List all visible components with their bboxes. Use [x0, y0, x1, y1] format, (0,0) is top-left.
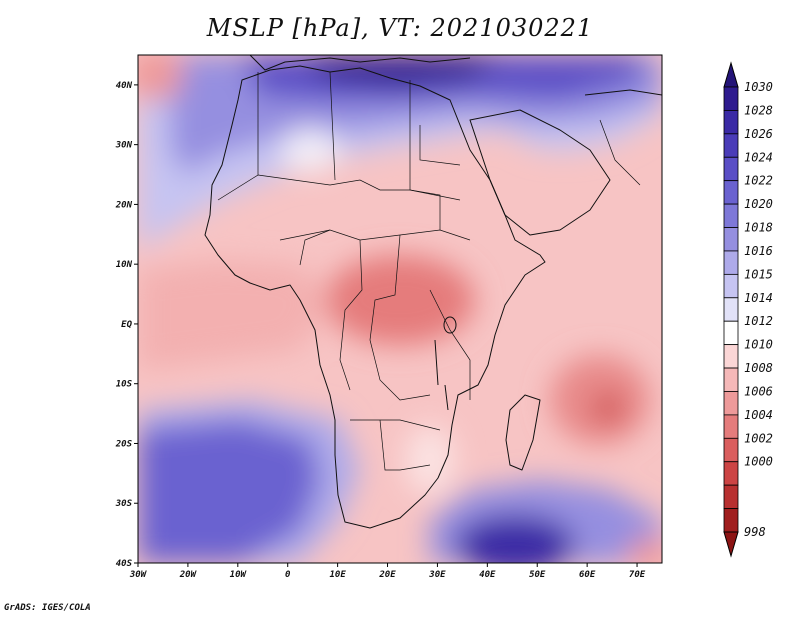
colorbar-swatch: [723, 110, 739, 135]
colorbar-swatch: [723, 320, 739, 346]
colorbar-swatch: [723, 227, 739, 252]
sahara-weak-high: [280, 128, 340, 172]
atlantic-low: [138, 55, 183, 101]
colorbar-swatch: [723, 367, 739, 392]
colorbar-label: 1028: [744, 103, 773, 117]
colorbar-swatch: [723, 391, 739, 416]
lake-malawi: [444, 384, 449, 411]
colorbar-label: 1022: [744, 174, 773, 188]
border-segment: [599, 119, 641, 186]
x-tick-label: 50E: [529, 570, 546, 580]
colorbar-swatch: [723, 180, 739, 205]
y-tick-label: 30N: [115, 141, 133, 151]
colorbar-label: 1020: [744, 197, 773, 211]
border-segment: [279, 229, 471, 241]
colorbar-label: 1026: [744, 127, 773, 141]
x-tick-label: 40E: [479, 570, 496, 580]
colorbar: 1030 1028 1026 1024 1022 1020 1018 1016 1015 1014…: [723, 61, 773, 558]
southeast-corner-low: [630, 540, 662, 563]
grads-credit: GrADS: IGES/COLA: [4, 603, 91, 613]
colorbar-top-arrow: [723, 61, 739, 88]
colorbar-label: 1018: [744, 221, 773, 235]
y-tick-label: 40S: [116, 559, 133, 569]
country-borders: [217, 71, 641, 471]
madagascar-coastline: [505, 394, 541, 471]
mediterranean-core: [300, 55, 500, 88]
colorbar-label: 1010: [744, 338, 773, 352]
x-tick-label: 70E: [629, 570, 646, 580]
y-tick-label: EQ: [121, 320, 132, 330]
colorbar-swatch: [723, 437, 739, 463]
border-segment: [339, 239, 363, 391]
x-tick-label: 20W: [179, 570, 198, 580]
central-africa-low: [325, 255, 475, 345]
colorbar-label: 1030: [744, 80, 773, 94]
colorbar-swatch: [723, 203, 739, 228]
y-tick-label: 20S: [115, 439, 133, 449]
south-atlantic-high-core: [138, 420, 320, 563]
lake-tanganyika: [434, 339, 439, 386]
border-segment: [350, 419, 441, 431]
y-tick-label: 10N: [116, 260, 133, 270]
border-segment: [409, 80, 441, 230]
lakes: [434, 316, 457, 411]
colorbar-swatch: [723, 344, 739, 369]
colorbar-label: 1004: [744, 408, 773, 422]
border-segment: [419, 125, 461, 166]
africa-coastline: [204, 65, 546, 529]
asia-coastline: [584, 89, 662, 96]
arabia-coastline: [469, 109, 611, 236]
colorbar-label: 1006: [744, 384, 773, 398]
x-tick-label: 60E: [579, 570, 596, 580]
y-tick-label: 40N: [116, 81, 133, 91]
border-segment: [429, 289, 471, 400]
map-title: MSLP [hPa], VT: 2021030221: [206, 14, 594, 42]
colorbar-label: 1002: [744, 431, 773, 445]
colorbar-label: 1014: [744, 291, 773, 305]
x-tick-label: 10E: [329, 570, 346, 580]
map-frame: [137, 54, 663, 564]
x-tick-label: 30E: [428, 570, 446, 580]
border-segment: [379, 419, 431, 471]
colorbar-bottom-arrow: [723, 531, 739, 558]
europe-coastline: [249, 55, 471, 71]
border-segment: [329, 71, 336, 181]
colorbar-swatch: [723, 133, 739, 158]
colorbar-swatch: [723, 508, 739, 533]
colorbar-swatch: [723, 414, 739, 439]
pressure-field: [138, 55, 662, 563]
colorbar-label: 1000: [744, 455, 773, 469]
colorbar-swatch: [723, 156, 739, 182]
colorbar-label: 1024: [744, 150, 773, 164]
x-tick-label: 0: [285, 570, 291, 580]
colorbar-label: 1008: [744, 361, 773, 375]
colorbar-swatch: [723, 250, 739, 275]
border-segment: [369, 234, 431, 401]
colorbar-label: 1015: [744, 267, 773, 281]
y-tick-label: 30S: [115, 499, 133, 509]
coastlines: [204, 55, 662, 529]
colorbar-label: 1016: [744, 244, 773, 258]
mascarene-low-core: [594, 394, 622, 422]
colorbar-label: 998: [744, 525, 766, 539]
colorbar-swatch: [723, 86, 739, 111]
y-tick-label: 20N: [115, 200, 133, 210]
colorbar-swatch: [723, 461, 739, 486]
indian-ocean-high-core: [455, 515, 575, 563]
x-tick-label: 10W: [230, 570, 248, 580]
y-axis-ticks: 40N 30N 20N 10N EQ 10S 20S 30S 40S: [115, 81, 138, 569]
lake-victoria: [443, 316, 457, 334]
southern-africa-band: [405, 425, 455, 495]
colorbar-swatch: [723, 484, 739, 509]
border-segment: [299, 229, 331, 266]
x-tick-label: 30W: [129, 570, 148, 580]
x-axis-ticks: 30W 20W 10W 0 10E 20E 30E 40E 50E 60E 70E: [129, 563, 646, 580]
colorbar-label: 1012: [744, 314, 773, 328]
x-tick-label: 20E: [378, 570, 396, 580]
colorbar-swatch: [723, 297, 739, 322]
colorbar-swatch: [723, 273, 739, 299]
y-tick-label: 10S: [116, 380, 133, 390]
